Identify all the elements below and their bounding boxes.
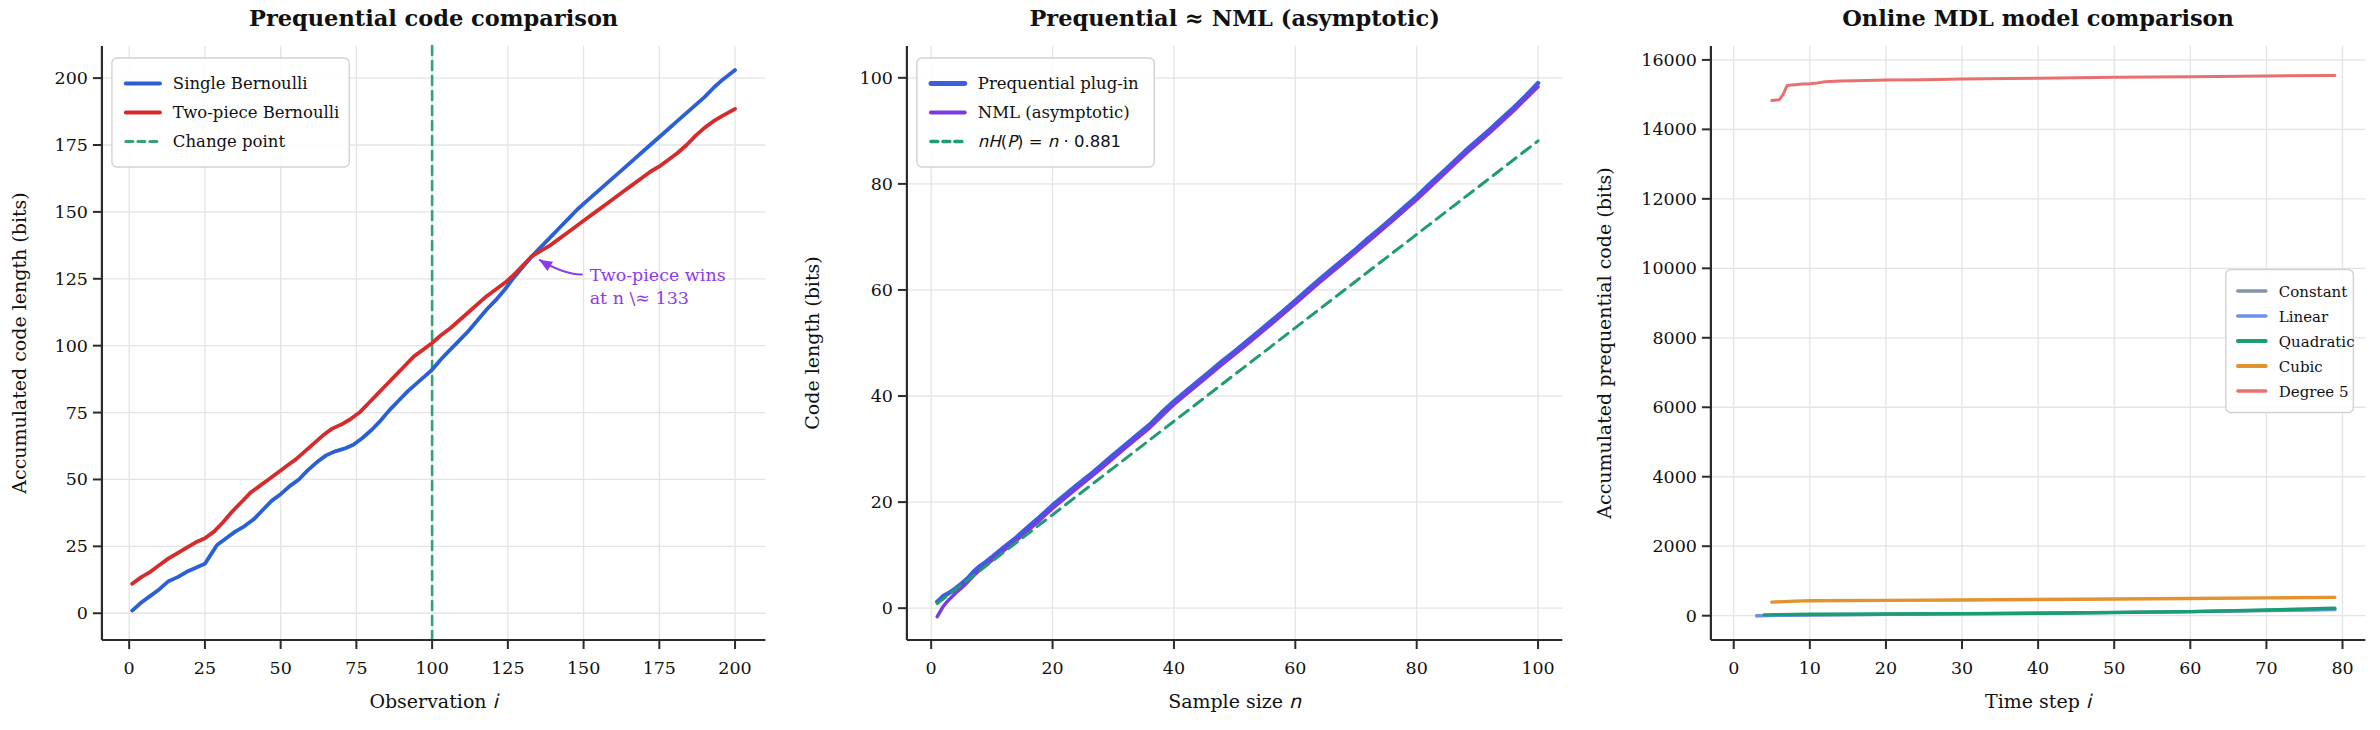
legend-label: Change point [173, 132, 286, 151]
legend-label: Quadratic [2278, 333, 2354, 351]
online-mdl-model-comparison-chart: 0 10 20 30 40 50 60 70 80 0 2000 4000 6000 8000 10000 1… [1587, 0, 2380, 730]
x-tick-label: 50 [270, 658, 292, 678]
panel-background [793, 0, 1586, 730]
legend-label: Degree 5 [2278, 383, 2348, 401]
x-tick-label: 100 [1522, 658, 1555, 678]
x-tick-label: 0 [124, 658, 135, 678]
x-tick-label: 75 [345, 658, 367, 678]
legend-label: nH(P) = n · 0.881 [978, 132, 1121, 151]
y-tick-label: 175 [55, 135, 88, 155]
x-tick-label: 60 [1285, 658, 1307, 678]
mdl-figure: 0255075100125150175200025507510012515017… [0, 0, 2380, 730]
y-tick-label: 4000 [1652, 467, 1696, 487]
chart-title: Prequential code comparison [249, 5, 618, 31]
x-tick-label: 25 [194, 658, 216, 678]
y-tick-label: 200 [55, 68, 88, 88]
prequential-code-comparison-chart: 0 25 50 75 100 125 150 175 200 0 25 50 75 100 125 150 17… [0, 0, 793, 730]
y-axis-label: Accumulated prequential code (bits) [1593, 167, 1615, 519]
y-tick-label: 50 [66, 469, 88, 489]
legend: Prequential plug-in NML (asymptotic) nH(P)… [917, 58, 1154, 167]
y-tick-label: 150 [55, 202, 88, 222]
y-tick-label: 10000 [1641, 258, 1697, 278]
legend-label: Cubic [2278, 358, 2322, 376]
x-tick-label: 60 [2179, 658, 2201, 678]
y-tick-label: 6000 [1652, 397, 1696, 417]
chart-title: Prequential ≈ NML (asymptotic) [1030, 5, 1440, 31]
y-tick-label: 16000 [1641, 50, 1697, 70]
x-tick-label: 100 [415, 658, 448, 678]
y-tick-label: 12000 [1641, 189, 1697, 209]
x-tick-label: 10 [1798, 658, 1820, 678]
y-tick-label: 100 [55, 336, 88, 356]
x-tick-label: 0 [1728, 658, 1739, 678]
x-axis-label: Time step i [1985, 690, 2094, 712]
x-tick-label: 0 [926, 658, 937, 678]
annotation-text: at n \≈ 133 [590, 288, 689, 308]
legend: Single Bernoulli Two-piece Bernoulli Chang… [112, 58, 349, 167]
chart-panel-prequential-vs-nml: 0 20 40 60 80 100 0 20 40 60 80 100 Prequential ≈ NM… [793, 0, 1586, 730]
legend-label: Single Bernoulli [173, 74, 308, 93]
y-tick-label: 8000 [1652, 328, 1696, 348]
x-tick-label: 80 [2331, 658, 2353, 678]
y-tick-label: 20 [871, 492, 893, 512]
y-tick-label: 125 [55, 269, 88, 289]
y-tick-label: 40 [871, 386, 893, 406]
y-tick-label: 80 [871, 174, 893, 194]
x-tick-label: 30 [1951, 658, 1973, 678]
legend-label: NML (asymptotic) [978, 103, 1130, 122]
legend-label: Constant [2278, 283, 2346, 301]
x-tick-label: 150 [567, 658, 600, 678]
y-axis-label: Code length (bits) [801, 256, 823, 429]
x-tick-label: 70 [2255, 658, 2277, 678]
y-tick-label: 60 [871, 280, 893, 300]
x-tick-label: 40 [2027, 658, 2049, 678]
prequential-vs-nml-chart: 0 20 40 60 80 100 0 20 40 60 80 100 Prequential ≈ NM… [793, 0, 1586, 730]
y-tick-label: 2000 [1652, 536, 1696, 556]
x-tick-label: 125 [491, 658, 524, 678]
x-tick-label: 20 [1042, 658, 1064, 678]
y-tick-label: 0 [1685, 606, 1696, 626]
x-tick-label: 80 [1406, 658, 1428, 678]
x-tick-label: 50 [2103, 658, 2125, 678]
x-tick-label: 40 [1163, 658, 1185, 678]
legend-label: Two-piece Bernoulli [173, 103, 339, 122]
legend: Constant Linear Quadratic Cubic Degree 5 [2226, 270, 2355, 413]
chart-panel-prequential-code-comparison: 0 25 50 75 100 125 150 175 200 0 25 50 75 100 125 150 17… [0, 0, 793, 730]
x-axis-label: Sample size n [1169, 690, 1303, 712]
legend-label: Prequential plug-in [978, 74, 1139, 93]
x-tick-label: 200 [718, 658, 751, 678]
legend-label: Linear [2278, 308, 2328, 326]
y-tick-label: 100 [860, 68, 893, 88]
y-tick-label: 14000 [1641, 119, 1697, 139]
y-tick-label: 0 [882, 598, 893, 618]
y-tick-label: 0 [77, 603, 88, 623]
chart-panel-online-mdl-model-comparison: 0 10 20 30 40 50 60 70 80 0 2000 4000 6000 8000 10000 1… [1587, 0, 2380, 730]
annotation-text: Two-piece wins [590, 265, 726, 285]
y-tick-label: 25 [66, 536, 88, 556]
x-axis-label: Observation i [369, 690, 500, 712]
y-tick-label: 75 [66, 403, 88, 423]
x-tick-label: 175 [643, 658, 676, 678]
x-tick-label: 20 [1874, 658, 1896, 678]
y-axis-label: Accumulated code length (bits) [8, 192, 30, 494]
chart-title: Online MDL model comparison [1842, 5, 2234, 31]
